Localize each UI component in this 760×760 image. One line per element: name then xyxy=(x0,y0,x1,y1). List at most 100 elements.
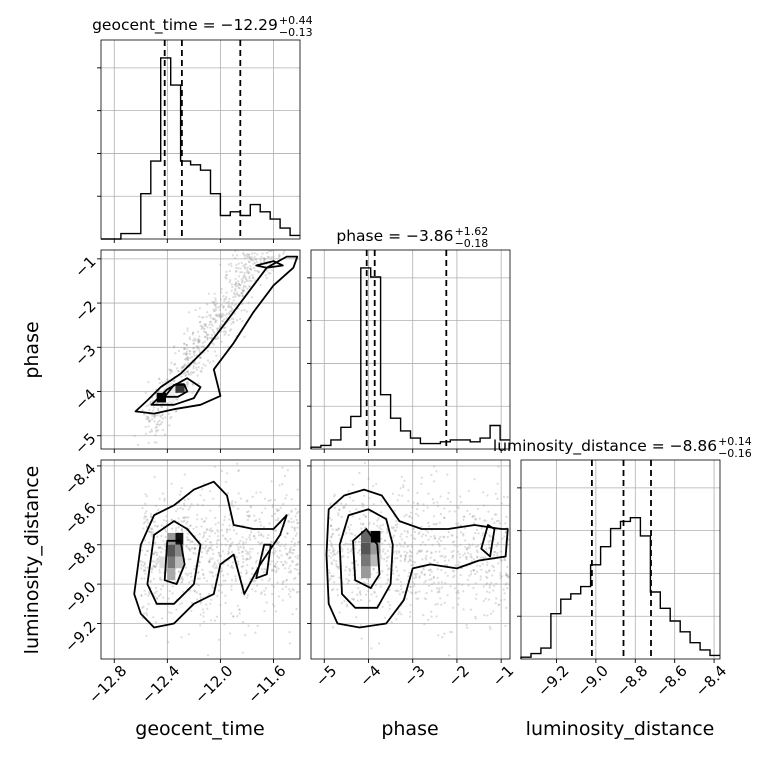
scatter-point xyxy=(234,575,237,578)
scatter-point xyxy=(435,615,438,618)
scatter-point xyxy=(198,335,201,338)
scatter-point xyxy=(452,554,455,558)
scatter-point xyxy=(286,553,289,557)
scatter-point xyxy=(164,535,167,539)
scatter-point xyxy=(208,535,211,538)
scatter-point xyxy=(189,558,192,561)
scatter-point xyxy=(168,611,171,614)
scatter-point xyxy=(158,377,161,380)
scatter-point xyxy=(399,580,403,584)
scatter-point xyxy=(460,531,463,534)
scatter-point xyxy=(415,572,419,576)
scatter-point xyxy=(244,275,247,278)
scatter-point xyxy=(289,595,292,599)
scatter-point xyxy=(243,309,246,312)
scatter-point xyxy=(186,356,189,359)
scatter-point xyxy=(500,559,503,562)
scatter-point xyxy=(340,515,343,519)
scatter-point xyxy=(208,560,211,563)
scatter-point xyxy=(224,332,227,335)
scatter-point xyxy=(410,543,413,546)
scatter-point xyxy=(192,350,195,353)
scatter-point xyxy=(207,560,210,563)
scatter-point xyxy=(357,587,360,590)
scatter-point xyxy=(166,378,169,381)
scatter-point xyxy=(150,515,153,518)
scatter-point xyxy=(261,252,264,255)
scatter-point xyxy=(146,566,149,569)
scatter-point xyxy=(186,357,189,360)
histogram-luminosity_distance xyxy=(520,517,720,659)
scatter-point xyxy=(253,279,256,282)
scatter-point xyxy=(359,522,362,525)
scatter-point xyxy=(282,252,285,255)
scatter-point xyxy=(154,426,157,429)
scatter-point xyxy=(216,535,220,538)
scatter-point xyxy=(272,255,275,258)
density-cell xyxy=(370,530,381,543)
scatter-point xyxy=(183,519,186,522)
scatter-point xyxy=(408,571,411,574)
scatter-point xyxy=(205,315,208,318)
scatter-point xyxy=(457,597,460,600)
scatter-point xyxy=(208,490,212,493)
scatter-point xyxy=(208,336,211,339)
scatter-point xyxy=(281,564,285,567)
scatter-point xyxy=(214,320,217,323)
scatter-point xyxy=(474,518,477,521)
scatter-point xyxy=(359,590,362,593)
scatter-point xyxy=(416,502,419,505)
scatter-point xyxy=(192,527,195,530)
scatter-point xyxy=(144,493,147,496)
scatter-point xyxy=(230,310,233,313)
scatter-point xyxy=(270,256,273,259)
scatter-point xyxy=(234,303,238,306)
scatter-point xyxy=(274,562,277,565)
scatter-point xyxy=(214,516,217,520)
scatter-point xyxy=(235,293,238,296)
scatter-point xyxy=(271,603,274,606)
scatter-point xyxy=(255,559,258,562)
scatter-point xyxy=(259,524,263,527)
scatter-point xyxy=(232,529,235,532)
scatter-point xyxy=(156,407,160,410)
scatter-point xyxy=(496,552,499,555)
contour-line xyxy=(255,260,284,269)
scatter-point xyxy=(329,524,333,527)
scatter-point xyxy=(251,547,254,550)
scatter-point xyxy=(452,570,455,573)
scatter-point xyxy=(451,541,454,544)
scatter-point xyxy=(239,546,242,549)
scatter-point xyxy=(216,595,219,598)
scatter-point xyxy=(293,527,296,530)
scatter-point xyxy=(459,524,462,527)
scatter-point xyxy=(286,532,289,535)
scatter-point xyxy=(214,309,217,312)
panel-title-luminosity_distance: luminosity_distance = −8.86 +0.14−0.16 xyxy=(493,435,752,460)
scatter-point xyxy=(287,513,290,516)
scatter-point xyxy=(272,569,276,572)
scatter-point xyxy=(337,533,340,537)
scatter-point xyxy=(495,519,498,523)
density-cell xyxy=(361,554,371,567)
scatter-point xyxy=(213,563,216,566)
scatter-point xyxy=(156,596,159,600)
scatter-point xyxy=(347,579,350,582)
scatter-point xyxy=(245,263,248,266)
scatter-point xyxy=(457,591,460,595)
scatter-point xyxy=(209,602,212,605)
scatter-point xyxy=(349,532,352,535)
scatter-point xyxy=(372,568,375,571)
scatter-point xyxy=(276,560,279,563)
scatter-point xyxy=(212,330,215,333)
scatter-point xyxy=(494,602,497,605)
scatter-point xyxy=(195,525,198,529)
scatter-point xyxy=(183,498,186,502)
scatter-point xyxy=(456,550,460,553)
scatter-point xyxy=(253,255,256,258)
scatter-point xyxy=(206,338,209,341)
x-tick-label: −8.6 xyxy=(652,662,690,700)
scatter-point xyxy=(266,537,269,540)
scatter-point xyxy=(471,514,475,518)
scatter-point xyxy=(413,577,416,580)
